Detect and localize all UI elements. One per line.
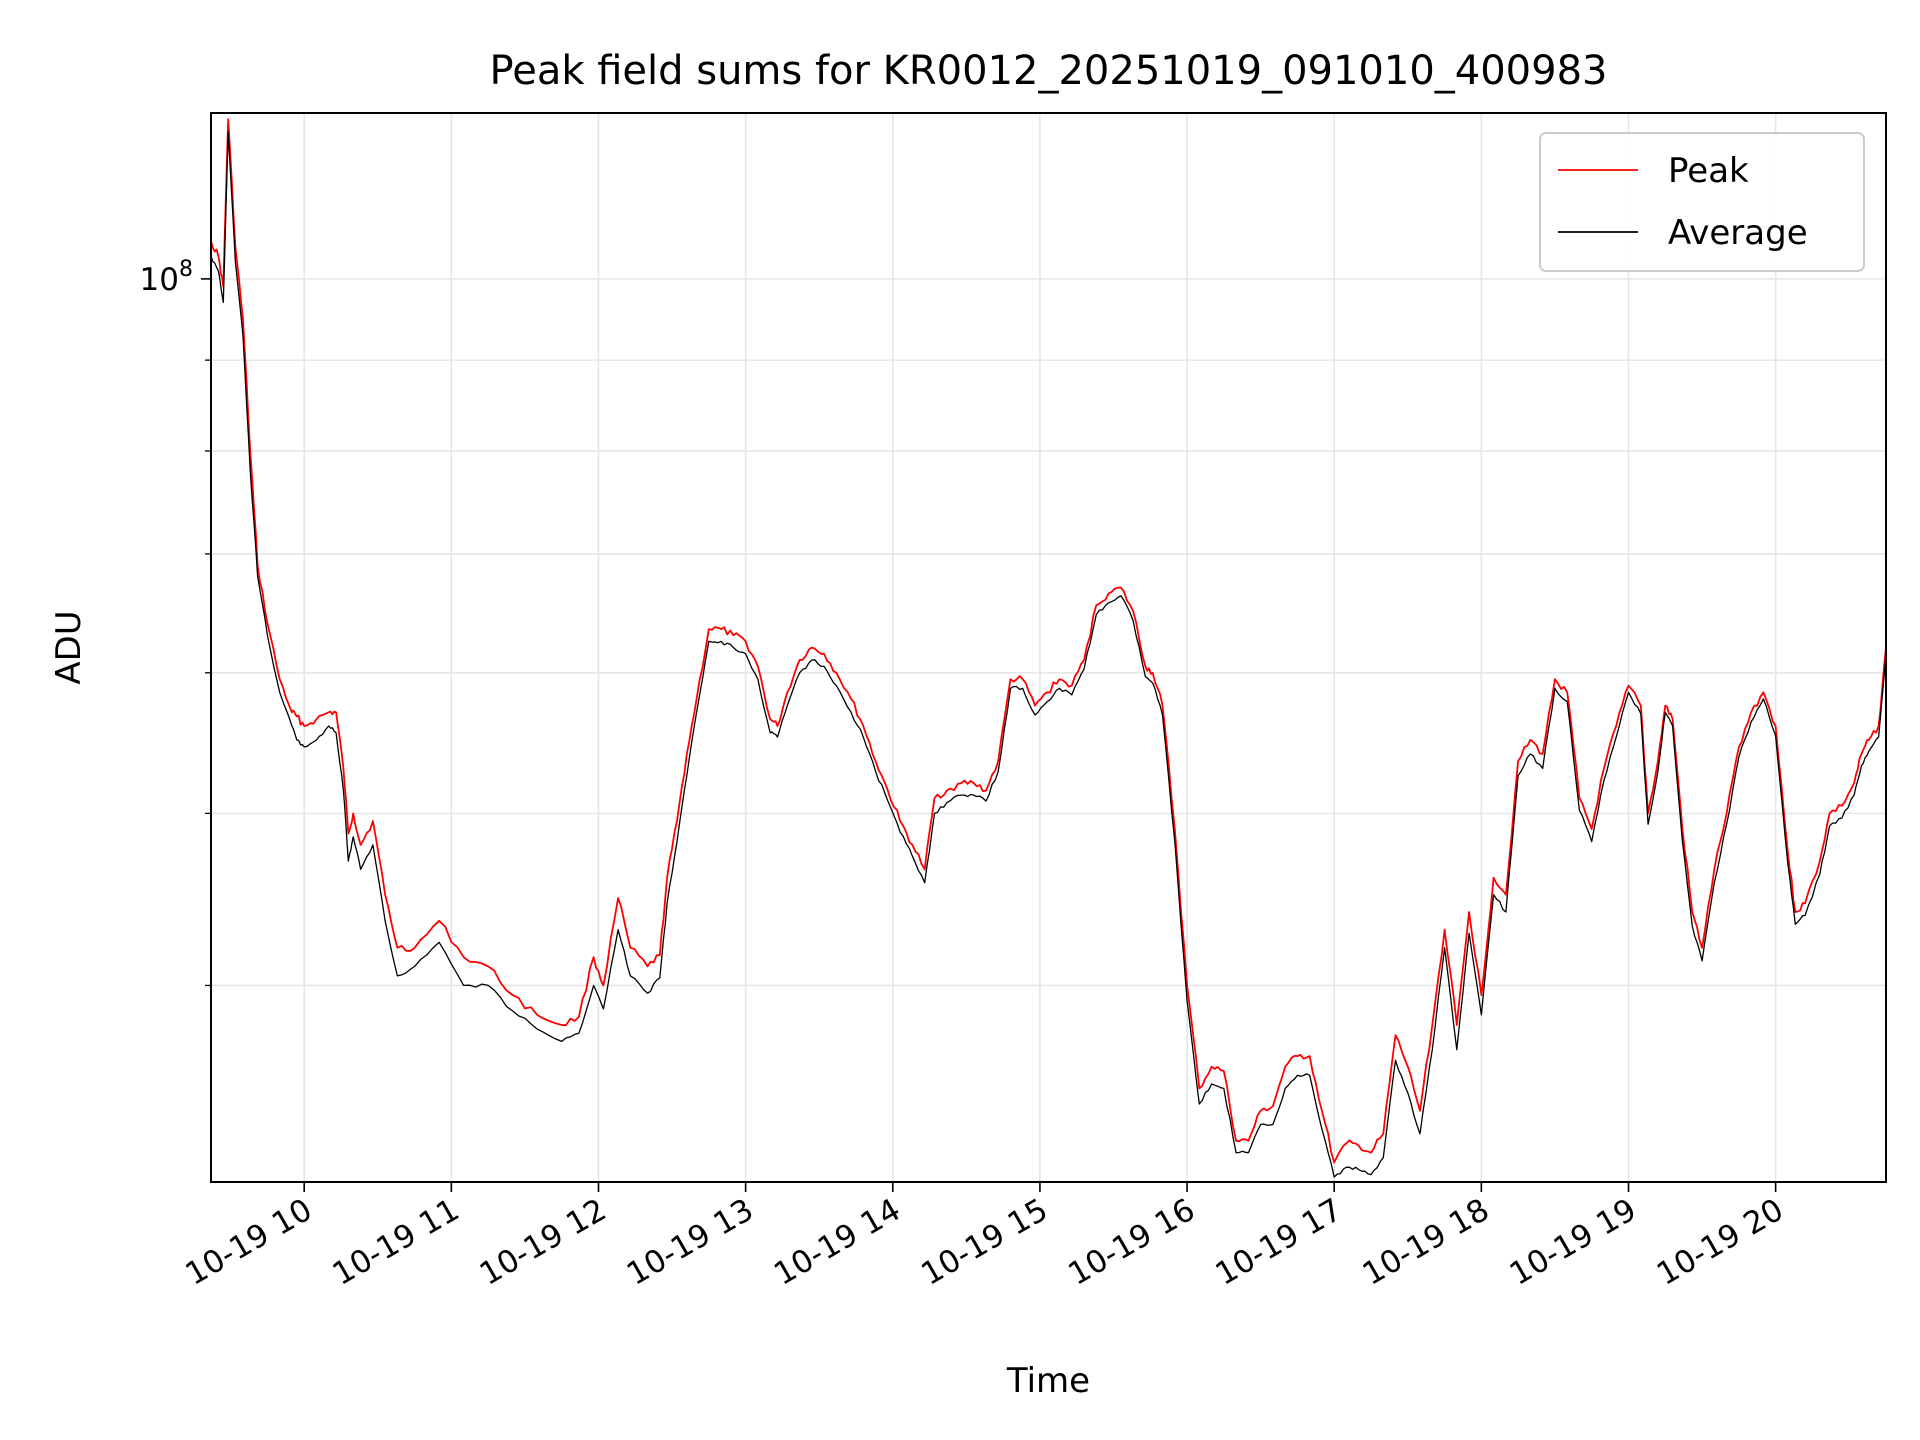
x-tick-label: 10-19 19 [1504,1192,1643,1293]
x-tick-label: 10-19 12 [474,1192,613,1293]
x-tick-label: 10-19 13 [621,1192,760,1293]
grid [211,113,1886,1182]
x-tick-label: 10-19 10 [179,1192,318,1293]
x-tick-label: 10-19 15 [915,1192,1054,1293]
legend: Peak Average [1539,132,1865,272]
chart-title: Peak field sums for KR0012_20251019_0910… [490,48,1608,94]
legend-label-average: Average [1668,213,1808,253]
x-tick-label: 10-19 20 [1651,1192,1790,1293]
plot-frame [210,112,1887,1183]
series-line-peak [210,118,1887,1164]
series-line-average [210,131,1887,1178]
x-tick-label: 10-19 18 [1357,1192,1496,1293]
y-axis-label: ADU [49,610,89,684]
legend-box [1539,132,1865,272]
x-tick-label: 10-19 16 [1062,1192,1201,1293]
y-tick-base: 10 [140,262,179,298]
x-axis-label: Time [1006,1361,1090,1401]
x-tick-label: 10-19 11 [327,1192,466,1293]
axis-ticks: 10-19 10 10-19 11 10-19 12 10-19 13 10-19 14… [140,257,1790,1293]
legend-label-peak: Peak [1668,151,1749,191]
x-tick-label: 10-19 14 [768,1192,907,1293]
y-tick-exponent: 8 [179,257,193,282]
plot-series [210,118,1887,1178]
x-tick-label: 10-19 17 [1209,1192,1348,1293]
y-tick-label: 108 [140,257,193,298]
